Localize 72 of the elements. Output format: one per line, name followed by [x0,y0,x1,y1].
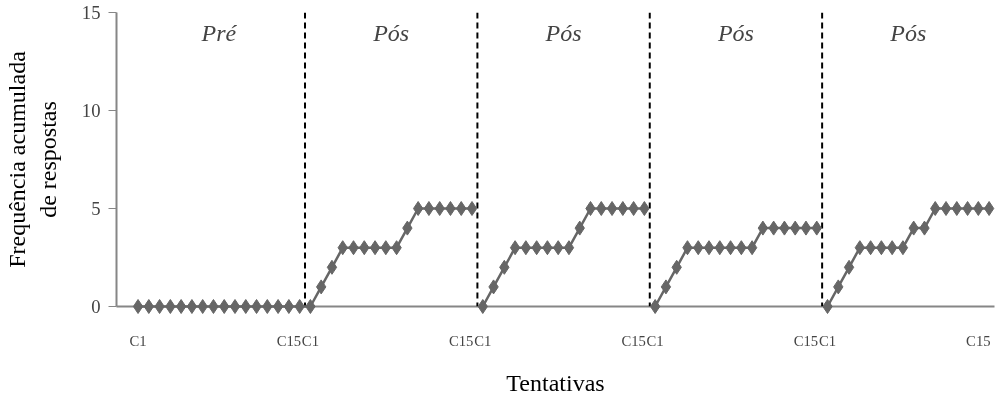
point [423,201,435,216]
point [886,240,898,256]
x-axis-title: Tentativas [506,369,605,396]
point [456,201,467,216]
x-tick-label: C15 [621,332,646,349]
point [466,201,478,216]
point [660,279,672,295]
point [175,299,187,314]
point [983,201,995,216]
annotation: Pós [372,20,410,47]
point [585,201,596,216]
point [596,201,607,216]
point [294,299,305,314]
x-tick-label: C1 [646,332,664,349]
point [563,240,575,256]
point [606,201,618,216]
x-tick-label: C15 [793,332,819,349]
point [973,201,984,216]
point [746,240,758,256]
x-tick-label: C1 [129,332,147,349]
point [154,299,165,314]
x-tick-label: C15 [449,332,474,349]
y-axis-title: Frequência acumulada de respostas [3,50,61,268]
point [940,201,952,216]
point [219,299,230,314]
y-tick-label: 10 [81,100,101,121]
point [800,220,812,236]
point [477,299,488,314]
point [143,299,154,314]
annotation: Pós [544,20,582,47]
y-tick-label: 15 [81,2,101,23]
annotation: Pós [716,20,754,47]
point [628,201,639,216]
x-tick-label: C1 [301,332,319,349]
x-tick-label: C1 [474,332,492,349]
point [326,259,338,275]
x-tick-label: C15 [966,332,991,349]
point [434,201,445,216]
point [229,299,241,314]
point [757,220,769,236]
point [272,299,284,314]
point [251,299,262,314]
point [649,299,661,314]
point [445,201,456,216]
x-tick-label: C15 [276,332,302,349]
point [208,299,219,314]
point [703,240,715,256]
point [186,299,198,314]
point [930,201,941,216]
point [951,201,962,216]
point [305,299,316,314]
point [962,201,973,216]
point [283,299,295,314]
point [843,259,855,275]
point [262,299,273,314]
annotation: Pós [889,20,927,47]
y-tick-label: 5 [91,198,101,219]
point [240,299,251,314]
point [132,299,144,314]
point [822,299,833,314]
point [412,201,424,216]
point [520,240,532,256]
annotation: Pré [200,20,238,47]
y-tick-label: 0 [91,296,101,317]
point [639,201,650,216]
point [509,240,521,256]
point [165,299,176,314]
x-tick-label: C1 [818,332,837,349]
point [369,240,381,256]
point [897,240,909,256]
point [617,201,628,216]
point [197,299,208,314]
